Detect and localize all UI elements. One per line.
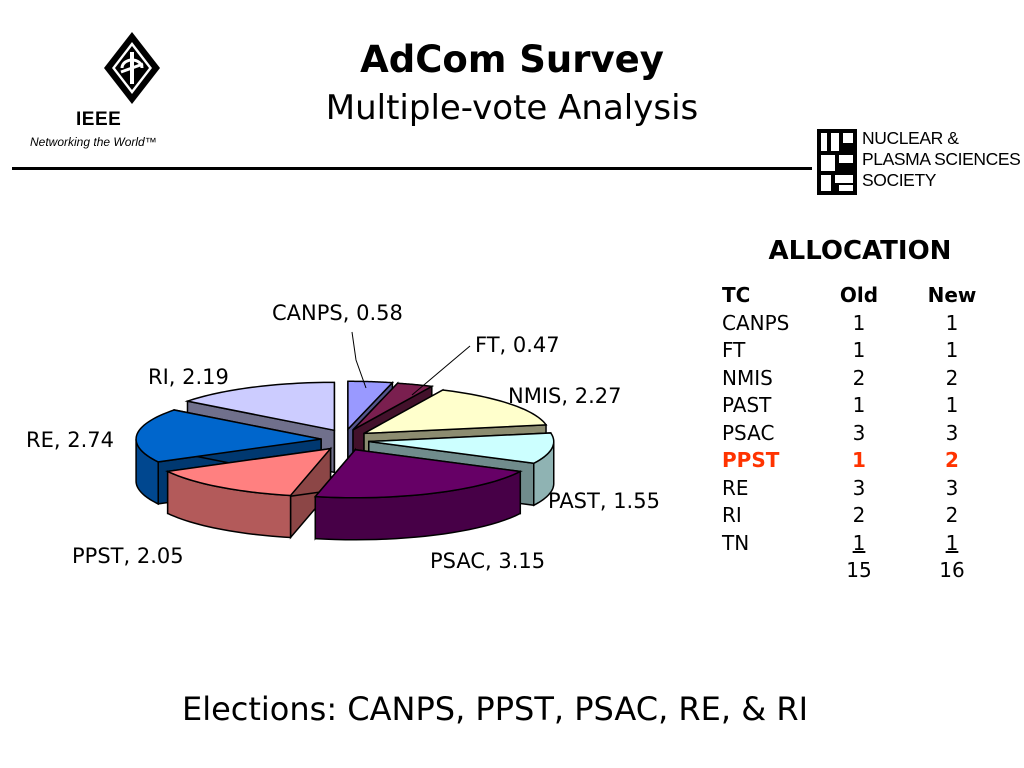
cell-total-new: 16 — [939, 558, 965, 582]
cell-new: 2 — [945, 365, 959, 390]
cell-tc: CANPS — [722, 310, 790, 335]
cell-new: 2 — [945, 503, 959, 527]
table-row: NMIS 2 2 — [722, 365, 1020, 393]
cell-old: 1 — [852, 338, 866, 362]
npss-line-1: NUCLEAR & — [862, 128, 959, 148]
cell-old: 1 — [852, 448, 866, 472]
cell-new: 1 — [945, 530, 959, 555]
table-row: PSAC 3 3 — [722, 420, 1020, 448]
table-header-row: TC Old New — [722, 282, 1020, 310]
allocation-title: ALLOCATION — [768, 236, 952, 266]
cell-new: 1 — [945, 393, 959, 417]
table-row: CANPS 1 1 — [722, 310, 1020, 338]
slide-subtitle: Multiple-vote Analysis — [325, 88, 699, 128]
header-tc: TC — [722, 283, 751, 307]
data-label-ri: RI, 2.19 — [148, 365, 229, 389]
cell-tc: RE — [722, 475, 749, 500]
cell-tc: NMIS — [722, 365, 773, 390]
cell-new: 1 — [945, 338, 959, 362]
ieee-tagline: Networking the World™ — [30, 135, 157, 149]
cell-old: 2 — [852, 503, 866, 527]
cell-total-old: 15 — [846, 558, 872, 582]
npss-wordmark: NUCLEAR & PLASMA SCIENCES SOCIETY — [862, 128, 1021, 191]
cell-old: 2 — [852, 365, 866, 390]
npss-line-2: PLASMA SCIENCES — [862, 149, 1021, 169]
cell-tc: PSAC — [722, 420, 775, 445]
cell-tc: RI — [722, 503, 742, 527]
header-new: New — [927, 283, 977, 307]
header-old: Old — [839, 283, 879, 307]
slide-title: AdCom Survey — [360, 38, 664, 81]
ieee-diamond-logo — [104, 32, 160, 104]
data-label-re: RE, 2.74 — [26, 428, 114, 452]
cell-new: 1 — [945, 310, 959, 335]
ieee-wordmark: IEEE — [76, 109, 122, 130]
cell-new: 3 — [945, 475, 959, 500]
table-row: RE 3 3 — [722, 475, 1020, 503]
cell-tc: PAST — [722, 393, 772, 417]
header-divider — [12, 167, 812, 170]
data-label-psac: PSAC, 3.15 — [430, 549, 545, 573]
footer-text: Elections: CANPS, PPST, PSAC, RE, & RI — [181, 690, 809, 728]
data-label-past: PAST, 1.55 — [548, 489, 660, 513]
allocation-table: TC Old New CANPS 1 1 FT 1 1 NMIS 2 2 PAS… — [722, 282, 1020, 585]
data-label-nmis: NMIS, 2.27 — [508, 384, 621, 408]
table-row: RI 2 2 — [722, 502, 1020, 530]
data-label-ppst: PPST, 2.05 — [72, 544, 184, 568]
table-row-highlighted: PPST 1 2 — [722, 447, 1020, 475]
cell-tc: PPST — [722, 448, 780, 472]
data-label-canps: CANPS, 0.58 — [272, 301, 403, 325]
cell-old: 1 — [852, 530, 866, 555]
table-row: FT 1 1 — [722, 337, 1020, 365]
npss-logo-mark — [817, 129, 857, 195]
cell-old: 3 — [852, 475, 866, 500]
cell-total-label — [722, 557, 834, 585]
table-totals-row: 15 16 — [722, 557, 1020, 585]
data-label-ft: FT, 0.47 — [475, 333, 560, 357]
cell-tc: TN — [722, 530, 750, 555]
table-row: PAST 1 1 — [722, 392, 1020, 420]
table-row: TN 1 1 — [722, 530, 1020, 558]
pie-slice-psac — [313, 447, 523, 541]
cell-new: 3 — [945, 420, 959, 445]
npss-line-3: SOCIETY — [862, 170, 937, 190]
leader-line-canps — [351, 331, 367, 389]
pie-slice-ppst — [165, 446, 333, 540]
leader-line-ft — [411, 345, 471, 396]
cell-tc: FT — [722, 338, 746, 362]
pie-chart: CANPS, 0.58 FT, 0.47 NMIS, 2.27 PAST, 1.55 P… — [26, 301, 660, 573]
cell-old: 1 — [852, 310, 866, 335]
cell-new: 2 — [945, 448, 959, 472]
cell-old: 1 — [852, 393, 866, 417]
cell-old: 3 — [852, 420, 866, 445]
